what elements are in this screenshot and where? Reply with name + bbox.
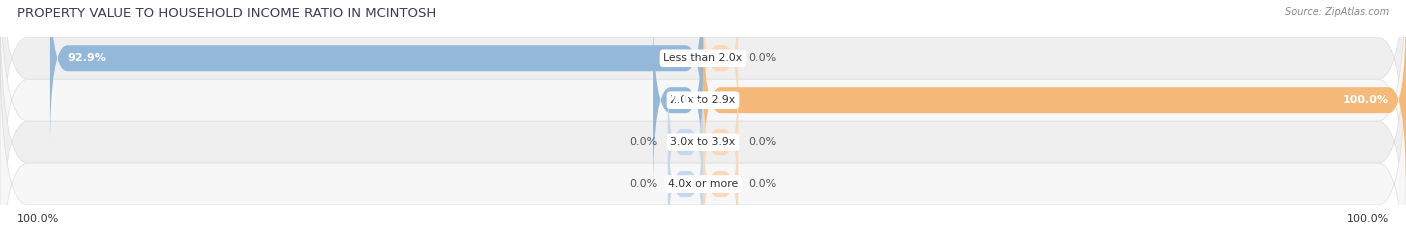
Text: 92.9%: 92.9% [67,53,107,63]
Text: 4.0x or more: 4.0x or more [668,179,738,189]
FancyBboxPatch shape [0,0,1406,205]
FancyBboxPatch shape [0,37,1406,233]
Text: 7.1%: 7.1% [671,95,702,105]
Text: 100.0%: 100.0% [17,214,59,224]
Text: Less than 2.0x: Less than 2.0x [664,53,742,63]
Text: 100.0%: 100.0% [1347,214,1389,224]
FancyBboxPatch shape [668,71,703,213]
Text: 0.0%: 0.0% [749,179,778,189]
FancyBboxPatch shape [703,71,738,213]
FancyBboxPatch shape [703,0,738,129]
Text: 0.0%: 0.0% [628,137,657,147]
FancyBboxPatch shape [703,8,1406,192]
Text: 100.0%: 100.0% [1343,95,1389,105]
Text: 3.0x to 3.9x: 3.0x to 3.9x [671,137,735,147]
Text: 0.0%: 0.0% [749,137,778,147]
FancyBboxPatch shape [668,113,703,233]
Text: Source: ZipAtlas.com: Source: ZipAtlas.com [1285,7,1389,17]
FancyBboxPatch shape [703,113,738,233]
Text: 0.0%: 0.0% [628,179,657,189]
Text: 2.0x to 2.9x: 2.0x to 2.9x [671,95,735,105]
FancyBboxPatch shape [49,0,703,150]
Text: 0.0%: 0.0% [749,53,778,63]
Text: PROPERTY VALUE TO HOUSEHOLD INCOME RATIO IN MCINTOSH: PROPERTY VALUE TO HOUSEHOLD INCOME RATIO… [17,7,436,20]
FancyBboxPatch shape [652,8,703,192]
